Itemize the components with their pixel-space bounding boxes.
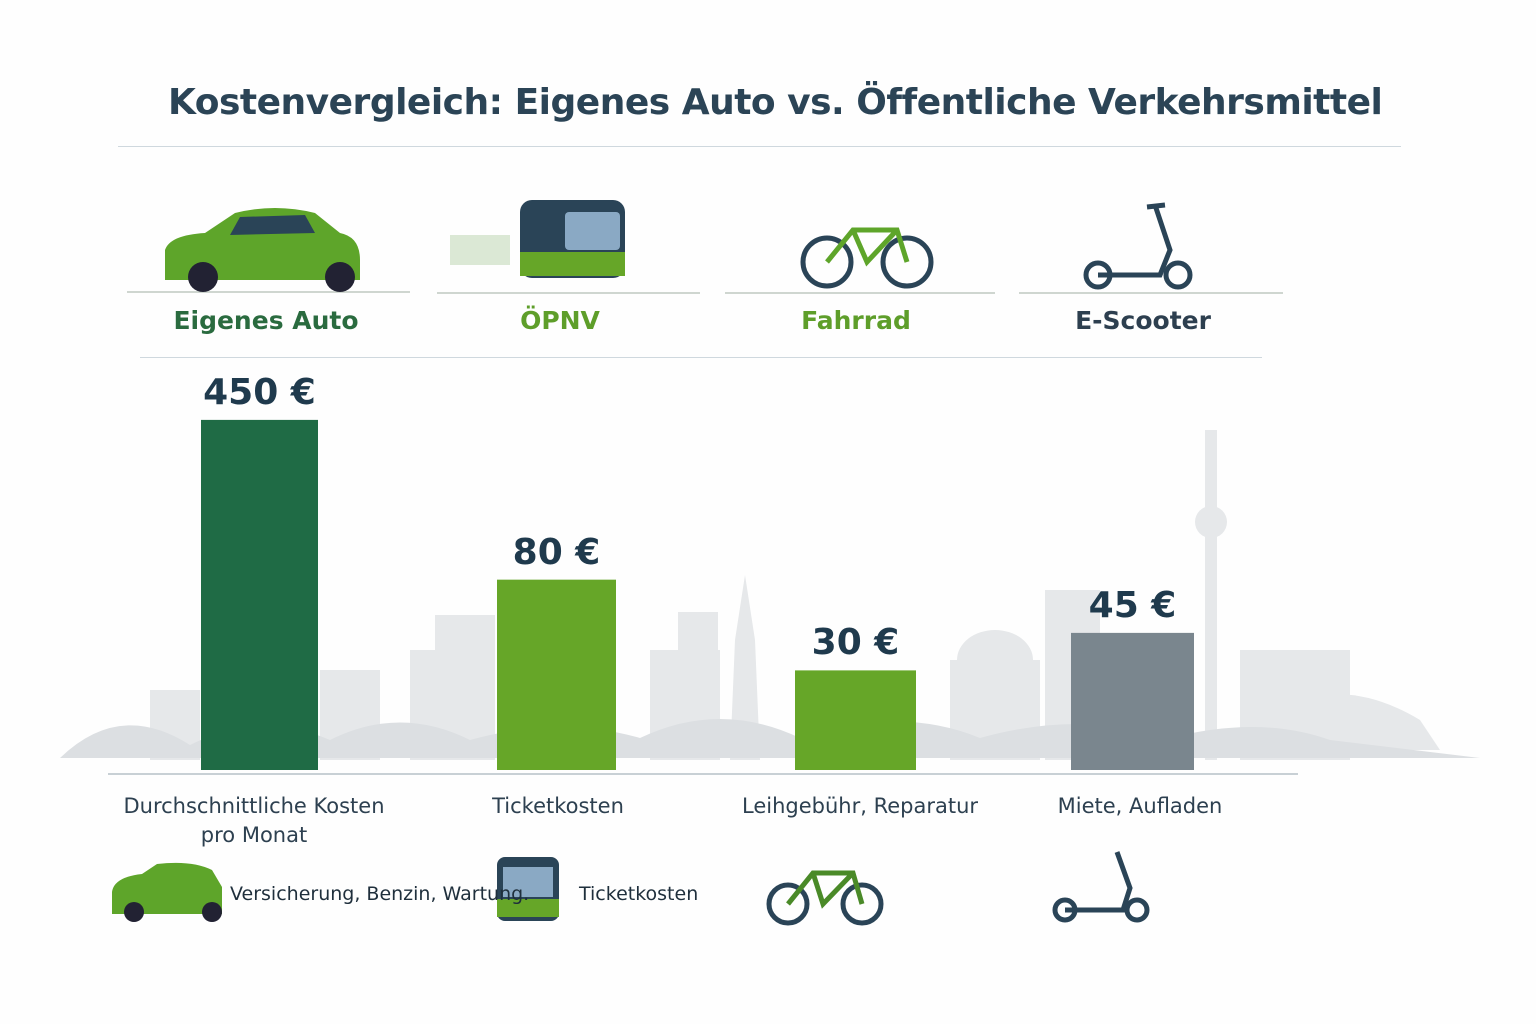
e-scooter-icon-small (1052, 851, 1150, 923)
category-label-scooter: E-Scooter (1075, 306, 1211, 335)
category-label-opnv: ÖPNV (520, 306, 600, 335)
car-icon (127, 208, 410, 293)
footer-note-bus: Ticketkosten (579, 883, 699, 905)
bar-bicycle (795, 670, 916, 770)
bicycle-icon-small (766, 870, 884, 926)
car-icon-small (112, 862, 222, 922)
description-opnv: Ticketkosten (492, 794, 624, 818)
bar-scooter (1071, 632, 1194, 770)
description-car: Durchschnittliche Kosten pro Monat (123, 794, 385, 847)
description-bicycle: Leihgebühr, Reparatur (741, 794, 979, 818)
value-label-car: 450 € (203, 371, 316, 413)
description-scooter: Miete, Aufladen (1057, 794, 1223, 818)
city-skyline (60, 430, 1480, 760)
category-label-car: Eigenes Auto (173, 306, 359, 335)
bus-icon-small (497, 857, 559, 921)
value-label-opnv: 80 € (512, 531, 601, 573)
title-divider (118, 146, 1401, 147)
value-label-scooter: 45 € (1088, 584, 1177, 626)
bars (201, 419, 1194, 770)
header-divider (140, 357, 1262, 358)
category-label-bicycle: Fahrrad (801, 306, 911, 335)
bar-opnv (497, 579, 616, 770)
bus-icon (437, 200, 700, 294)
chart-title: Kostenvergleich: Eigenes Auto vs. Öffent… (168, 82, 1383, 123)
bicycle-icon (725, 227, 995, 294)
bar-car (201, 419, 318, 770)
value-label-bicycle: 30 € (811, 622, 900, 664)
e-scooter-icon (1019, 202, 1283, 294)
footer-note-car: Versicherung, Benzin, Wartung. (230, 883, 530, 905)
